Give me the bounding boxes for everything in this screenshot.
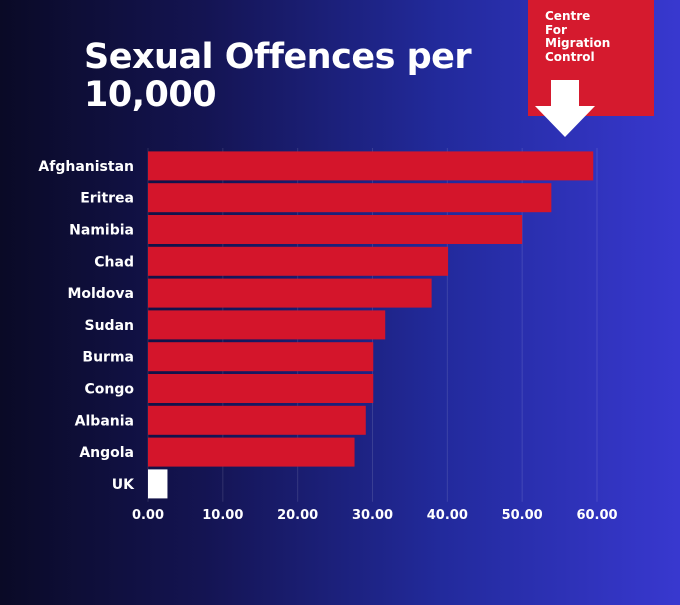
x-tick-label: 30.00	[352, 508, 393, 523]
bar-moldova	[148, 278, 432, 308]
x-tick-label: 0.00	[132, 508, 164, 523]
bar-chad	[148, 246, 449, 276]
category-label: Chad	[94, 254, 134, 270]
category-label: Burma	[82, 350, 134, 366]
x-tick-label: 20.00	[277, 508, 318, 523]
chart-title: Sexual Offences per 10,000	[84, 37, 472, 115]
bar-albania	[148, 405, 366, 435]
x-tick-label: 10.00	[202, 508, 243, 523]
x-tick-label: 50.00	[502, 508, 543, 523]
bar-burma	[148, 342, 374, 372]
x-tick-label: 60.00	[576, 508, 617, 523]
category-label: UK	[112, 477, 135, 493]
x-tick-label: 40.00	[427, 508, 468, 523]
logo: Centre For Migration Control	[528, 0, 654, 116]
category-label: Afghanistan	[38, 159, 134, 175]
category-label: Congo	[85, 382, 135, 398]
bar-afghanistan	[148, 151, 594, 181]
down-arrow-icon	[535, 80, 595, 137]
bar-eritrea	[148, 183, 552, 213]
category-label: Namibia	[69, 223, 134, 239]
bar-sudan	[148, 310, 386, 340]
category-label: Eritrea	[80, 191, 134, 207]
bar-uk	[148, 469, 168, 499]
category-label: Sudan	[85, 318, 135, 334]
category-label: Angola	[79, 445, 134, 461]
category-label: Albania	[75, 413, 134, 429]
logo-text: Centre For Migration Control	[545, 9, 611, 64]
category-label: Moldova	[67, 286, 134, 302]
bar-congo	[148, 374, 374, 403]
bar-namibia	[148, 215, 523, 244]
bar-angola	[148, 437, 355, 467]
